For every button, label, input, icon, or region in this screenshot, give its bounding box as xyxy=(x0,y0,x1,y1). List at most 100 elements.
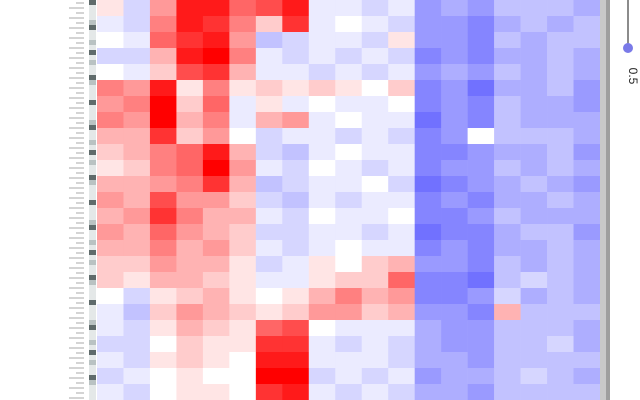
heatmap-cell xyxy=(202,352,230,369)
heatmap-cell xyxy=(123,48,151,65)
heatmap-cell xyxy=(573,320,601,337)
heatmap-cell xyxy=(282,32,310,49)
heatmap-cell xyxy=(441,288,468,305)
row-annotation xyxy=(89,245,96,250)
heatmap-cell xyxy=(414,144,442,161)
heatmap-cell xyxy=(149,320,177,337)
row-annotation xyxy=(89,15,96,20)
heatmap-cell xyxy=(282,288,310,305)
heatmap-cell xyxy=(308,32,336,49)
heatmap-cell xyxy=(97,304,124,321)
heatmap-cell xyxy=(414,48,442,65)
heatmap-cell xyxy=(573,288,601,305)
heatmap-cell xyxy=(547,384,574,400)
heatmap-cell xyxy=(123,208,151,225)
heatmap-cell xyxy=(282,368,310,385)
heatmap-cell xyxy=(494,16,521,33)
heatmap-cell xyxy=(149,224,177,241)
heatmap-cell xyxy=(388,176,415,193)
heatmap-cell xyxy=(149,384,177,400)
heatmap-cell xyxy=(202,208,230,225)
heatmap-cell xyxy=(467,384,495,400)
heatmap-cell xyxy=(388,352,415,369)
heatmap-cell xyxy=(123,288,151,305)
heatmap-cell xyxy=(149,160,177,177)
heatmap-cell xyxy=(123,384,151,400)
row-annotation xyxy=(89,95,96,100)
heatmap-cell xyxy=(520,336,548,353)
heatmap-cell xyxy=(229,336,257,353)
heatmap-cell xyxy=(441,368,468,385)
row-annotation xyxy=(89,70,96,75)
heatmap-cell xyxy=(388,224,415,241)
heatmap-cell xyxy=(308,128,336,145)
slider-value: 0.5 xyxy=(626,68,640,85)
heatmap-cell xyxy=(414,160,442,177)
heatmap-cell xyxy=(282,160,310,177)
heatmap-cell xyxy=(229,256,257,273)
heatmap-cell xyxy=(335,192,363,209)
row-annotation xyxy=(89,360,96,365)
heatmap-cell xyxy=(467,0,495,17)
heatmap-cell xyxy=(149,368,177,385)
heatmap-cell xyxy=(388,368,415,385)
heatmap-cell xyxy=(202,336,230,353)
heatmap-cell xyxy=(149,144,177,161)
slider-handle[interactable] xyxy=(623,43,633,53)
heatmap-cell xyxy=(176,32,204,49)
heatmap-cell xyxy=(308,64,336,81)
heatmap-cell xyxy=(520,144,548,161)
row-annotation xyxy=(89,395,96,400)
heatmap-cell xyxy=(97,352,124,369)
heatmap-cell xyxy=(335,272,363,289)
heatmap-cell xyxy=(441,256,468,273)
heatmap-cell xyxy=(547,208,574,225)
heatmap-cell xyxy=(335,368,363,385)
heatmap-cell xyxy=(255,320,283,337)
heatmap-cell xyxy=(573,128,601,145)
heatmap-cell xyxy=(520,80,548,97)
heatmap-cell xyxy=(123,240,151,257)
heatmap-cell xyxy=(388,192,415,209)
row-annotation xyxy=(89,250,96,255)
heatmap-cell xyxy=(335,0,363,17)
heatmap-cell xyxy=(123,16,151,33)
heatmap-cell xyxy=(441,80,468,97)
heatmap-cell xyxy=(441,32,468,49)
row-annotation xyxy=(89,230,96,235)
heatmap-cell xyxy=(441,144,468,161)
heatmap-cell xyxy=(176,224,204,241)
heatmap-cell xyxy=(229,32,257,49)
heatmap-cell xyxy=(547,352,574,369)
heatmap-cell xyxy=(149,80,177,97)
heatmap-cell xyxy=(441,160,468,177)
heatmap-cell xyxy=(202,384,230,400)
heatmap-cell xyxy=(229,112,257,129)
heatmap-cell xyxy=(229,304,257,321)
row-annotation xyxy=(89,100,96,105)
heatmap-cell xyxy=(255,240,283,257)
heatmap-cell xyxy=(123,64,151,81)
heatmap-cell xyxy=(123,272,151,289)
heatmap-cell xyxy=(388,208,415,225)
heatmap-cell xyxy=(202,80,230,97)
heatmap-cell xyxy=(414,240,442,257)
heatmap-cell xyxy=(282,176,310,193)
row-annotation xyxy=(89,385,96,390)
heatmap-cell xyxy=(229,128,257,145)
heatmap-cell xyxy=(229,368,257,385)
heatmap-cell xyxy=(176,336,204,353)
heatmap-cell xyxy=(494,144,521,161)
heatmap-cell xyxy=(308,304,336,321)
heatmap-cell xyxy=(441,176,468,193)
heatmap-cell xyxy=(123,176,151,193)
heatmap-cell xyxy=(441,304,468,321)
row-annotation xyxy=(89,305,96,310)
heatmap-cell xyxy=(520,128,548,145)
heatmap-cell xyxy=(335,64,363,81)
row-annotation xyxy=(89,30,96,35)
heatmap-cell xyxy=(308,224,336,241)
heatmap-cell xyxy=(229,64,257,81)
row-annotation xyxy=(89,195,96,200)
row-annotation xyxy=(89,260,96,265)
